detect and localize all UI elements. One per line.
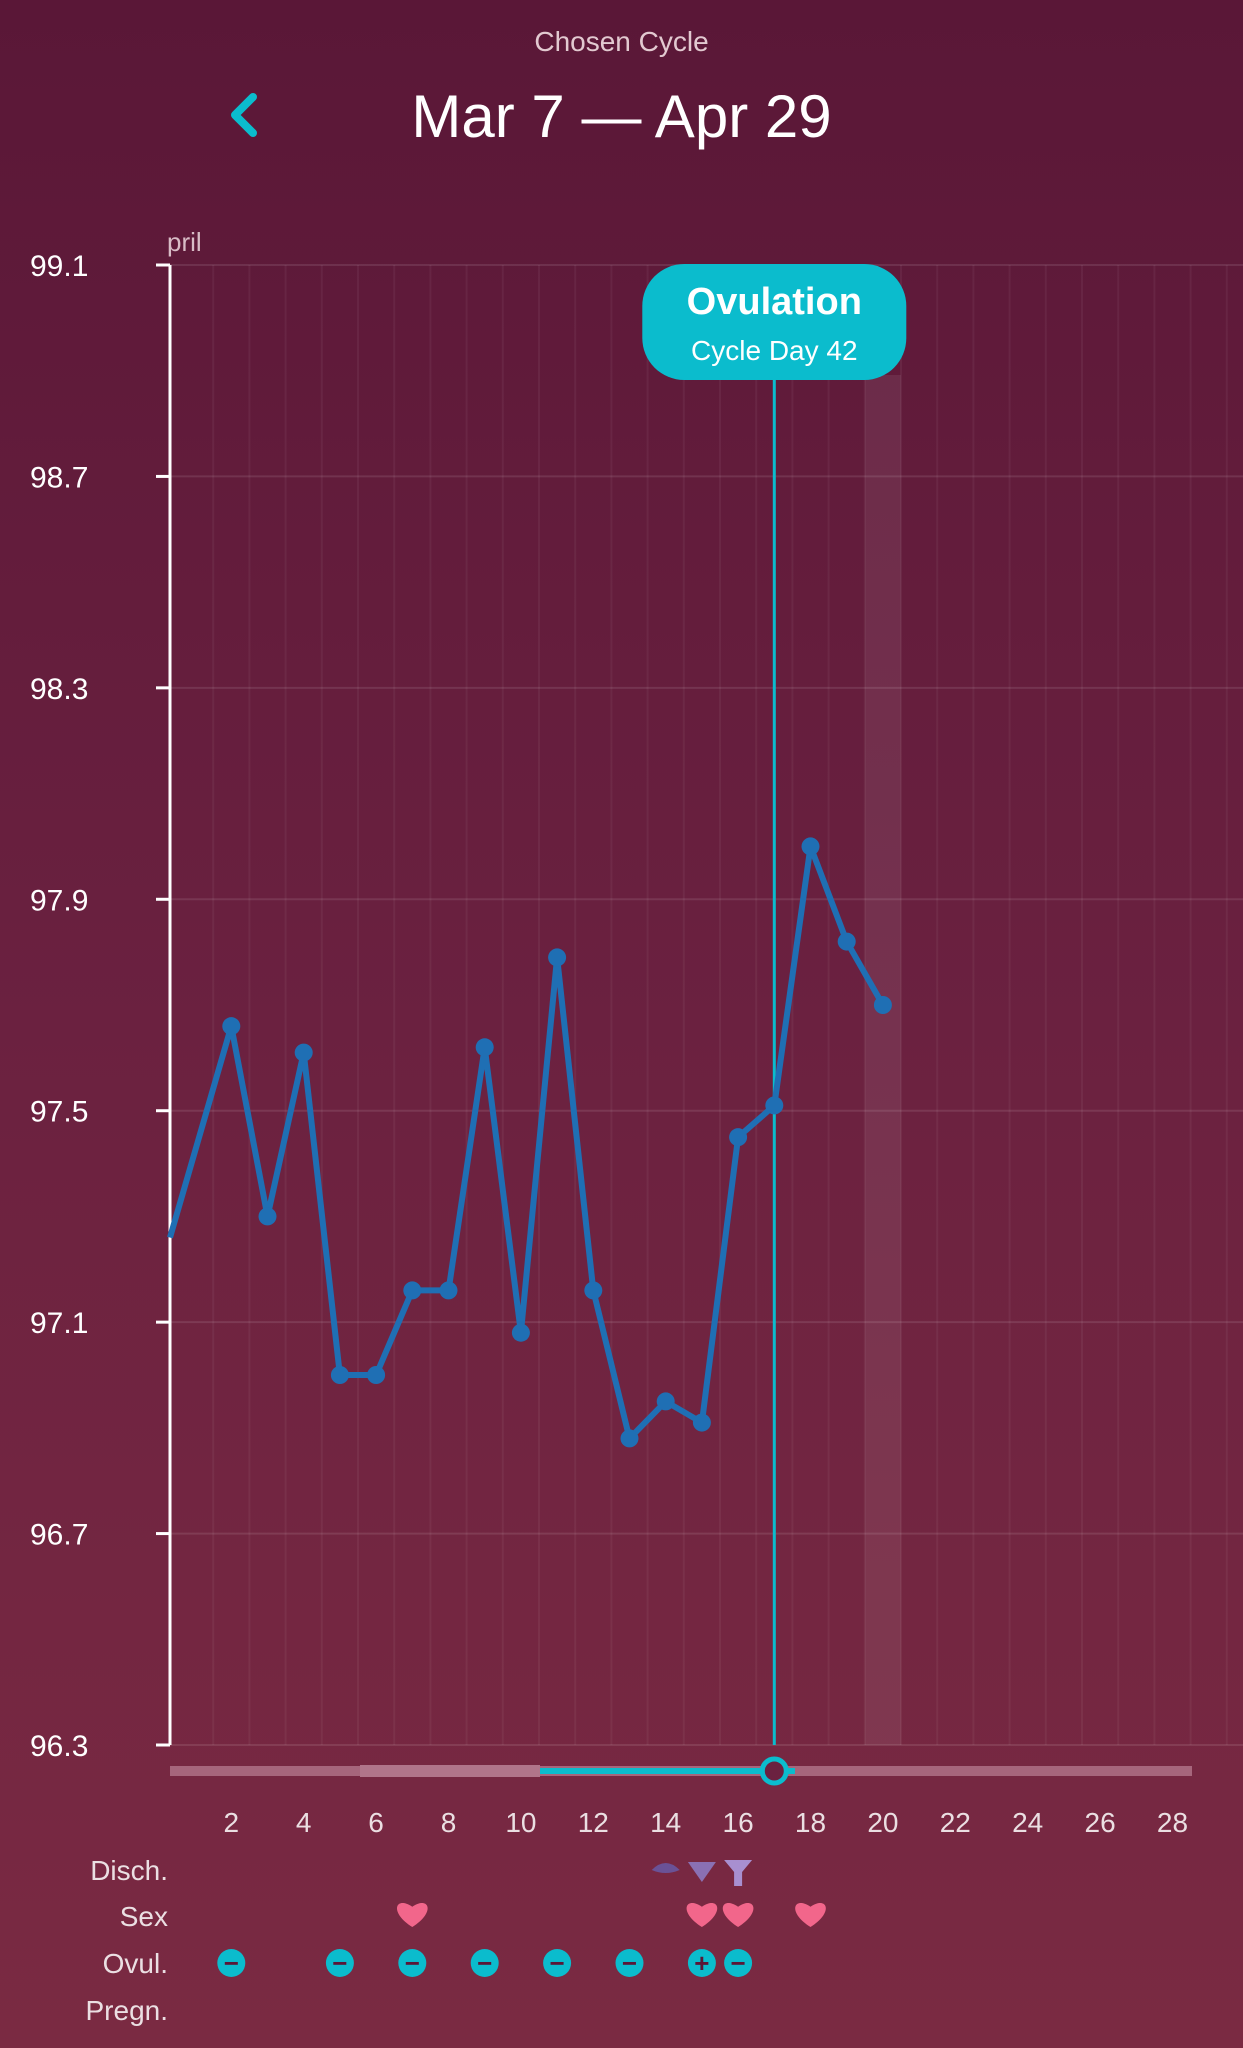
y-tick-label: 97.5 (30, 1096, 88, 1129)
header-subtitle: Chosen Cycle (534, 26, 709, 57)
discharge-mark (651, 1863, 680, 1873)
row-label: Disch. (90, 1855, 168, 1886)
temperature-point[interactable] (511, 1323, 530, 1342)
today-highlight (864, 375, 901, 1745)
x-tick-label: 8 (441, 1807, 457, 1838)
temperature-point[interactable] (584, 1281, 603, 1300)
row-label: Sex (120, 1901, 168, 1932)
temperature-point[interactable] (548, 948, 567, 967)
scroll-handle[interactable] (759, 1756, 789, 1786)
ovulation-test-sign: − (477, 1948, 492, 1978)
ovulation-tooltip-subtitle: Cycle Day 42 (691, 335, 858, 366)
temperature-point[interactable] (801, 837, 820, 856)
temperature-point[interactable] (656, 1392, 675, 1411)
temperature-point[interactable] (258, 1207, 277, 1226)
discharge-mark (687, 1862, 716, 1882)
x-tick-label: 6 (368, 1807, 384, 1838)
temperature-point[interactable] (367, 1366, 386, 1384)
x-tick-label: 22 (940, 1807, 971, 1838)
ovulation-test-icon (687, 1949, 716, 1977)
x-tick-label: 4 (296, 1807, 312, 1838)
y-tick-label: 99.1 (30, 250, 88, 283)
temperature-point[interactable] (873, 996, 892, 1014)
ovulation-tooltip (642, 264, 907, 380)
x-tick-label: 18 (795, 1807, 826, 1838)
heart-icon (396, 1903, 428, 1927)
discharge-mark (724, 1860, 753, 1886)
discharge-icon (651, 1863, 680, 1873)
x-tick-label: 12 (578, 1807, 609, 1838)
y-tick-label: 96.7 (30, 1519, 88, 1552)
back-button[interactable] (215, 85, 275, 145)
y-tick-label: 98.7 (30, 461, 88, 494)
ovulation-test-icon (325, 1949, 354, 1977)
temperature-series-line (167, 843, 886, 1442)
x-tick-label: 28 (1157, 1807, 1188, 1838)
x-tick-label: 16 (723, 1807, 754, 1838)
x-tick-label: 14 (650, 1807, 681, 1838)
temperature-point[interactable] (729, 1128, 748, 1147)
x-tick-label: 20 (867, 1807, 898, 1838)
x-tick-label: 10 (505, 1807, 536, 1838)
row-label: Ovul. (103, 1948, 168, 1979)
row-label: Pregn. (86, 1995, 169, 2026)
temperature-point[interactable] (765, 1096, 784, 1115)
ovulation-test-sign: − (405, 1948, 420, 1978)
y-tick-label: 97.9 (30, 884, 88, 917)
heart-icon (722, 1903, 754, 1927)
temperature-point[interactable] (439, 1281, 458, 1300)
x-tick-label: 2 (224, 1807, 240, 1838)
x-tick-label: 26 (1085, 1807, 1116, 1838)
ovulation-test-sign: − (731, 1948, 746, 1978)
temperature-point[interactable] (475, 1038, 494, 1057)
ovulation-test-icon (615, 1949, 644, 1977)
ovulation-test-sign: − (332, 1948, 347, 1978)
discharge-icon (724, 1860, 753, 1886)
ovulation-test-icon (398, 1949, 427, 1977)
ovulation-test-icon (724, 1949, 753, 1977)
ovulation-test-sign: + (694, 1948, 709, 1978)
temperature-point[interactable] (403, 1281, 422, 1300)
temperature-point[interactable] (294, 1043, 313, 1062)
y-tick-label: 98.3 (30, 673, 88, 706)
y-tick-label: 97.1 (30, 1307, 88, 1340)
month-label: pril (167, 227, 202, 257)
ovulation-test-sign: − (622, 1948, 637, 1978)
ovulation-test-icon (217, 1949, 246, 1977)
temperature-point[interactable] (620, 1429, 639, 1448)
temperature-point[interactable] (222, 1017, 241, 1036)
ovulation-test-sign: − (224, 1948, 239, 1978)
x-tick-label: 24 (1012, 1807, 1043, 1838)
y-tick-label: 96.3 (30, 1730, 88, 1763)
discharge-icon (687, 1862, 716, 1882)
chevron-left-icon (231, 93, 257, 137)
temperature-point[interactable] (837, 932, 856, 951)
temperature-point[interactable] (330, 1366, 349, 1384)
heart-icon (686, 1903, 718, 1927)
ovulation-test-sign: − (550, 1948, 565, 1978)
ovulation-test-icon (470, 1949, 499, 1977)
page-title: Mar 7 — Apr 29 (411, 83, 832, 150)
ovulation-test-icon (543, 1949, 572, 1977)
heart-icon (795, 1903, 826, 1927)
temperature-point[interactable] (692, 1413, 711, 1432)
ovulation-tooltip-title: Ovulation (687, 281, 862, 323)
